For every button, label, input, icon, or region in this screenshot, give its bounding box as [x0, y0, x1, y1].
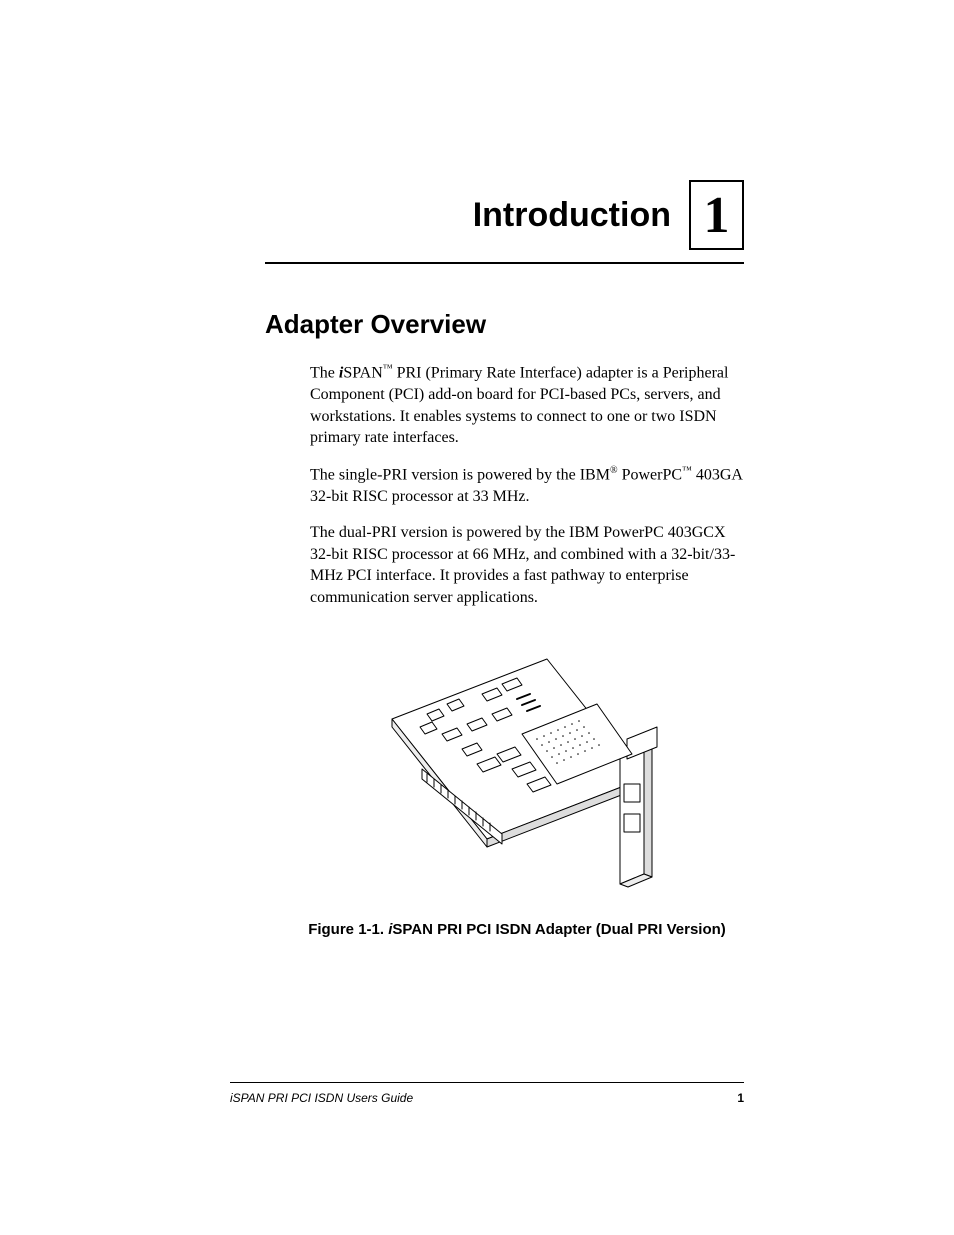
- chapter-header: Introduction 1: [230, 180, 744, 250]
- adapter-board-illustration: [372, 639, 662, 899]
- figure-label: Figure 1-1.: [308, 921, 388, 938]
- body-text-block: The iSPAN™ PRI (Primary Rate Interface) …: [310, 362, 744, 609]
- chapter-title: Introduction: [473, 196, 671, 235]
- figure-caption: Figure 1-1. iSPAN PRI PCI ISDN Adapter (…: [308, 921, 726, 938]
- paragraph-1: The iSPAN™ PRI (Primary Rate Interface) …: [310, 362, 744, 449]
- chapter-rule: [265, 262, 744, 264]
- figure-caption-rest: SPAN PRI PCI ISDN Adapter (Dual PRI Vers…: [392, 921, 725, 938]
- p2-a: The single-PRI version is powered by the…: [310, 466, 610, 483]
- paragraph-2: The single-PRI version is powered by the…: [310, 464, 744, 508]
- paragraph-3: The dual-PRI version is powered by the I…: [310, 522, 744, 608]
- p2-b: PowerPC: [618, 466, 682, 483]
- registered-symbol: ®: [610, 465, 618, 476]
- section-heading: Adapter Overview: [265, 309, 744, 340]
- trademark-symbol: ™: [383, 363, 393, 374]
- footer-page-number: 1: [737, 1091, 744, 1105]
- chapter-number-box: 1: [689, 180, 744, 250]
- figure: Figure 1-1. iSPAN PRI PCI ISDN Adapter (…: [290, 639, 744, 938]
- p1-prefix: The: [310, 364, 339, 381]
- trademark-symbol-2: ™: [682, 465, 692, 476]
- brand-rest: SPAN: [343, 364, 382, 381]
- page-footer: iSPAN PRI PCI ISDN Users Guide 1: [230, 1082, 744, 1105]
- footer-doc-title: iSPAN PRI PCI ISDN Users Guide: [230, 1091, 413, 1105]
